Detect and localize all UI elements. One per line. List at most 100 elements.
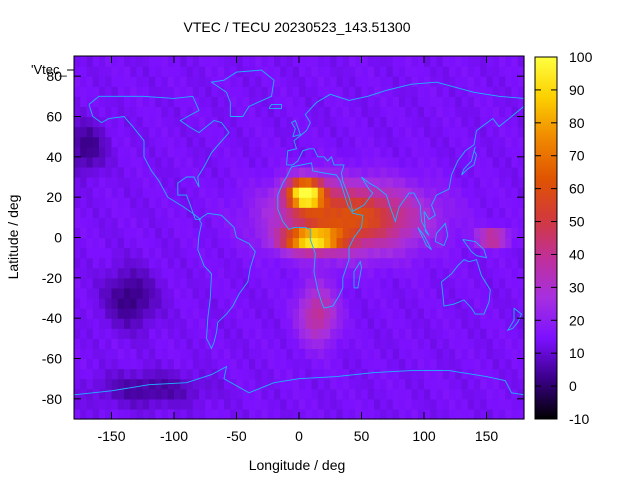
heatmap-cell xyxy=(480,388,488,400)
heatmap-cell xyxy=(192,348,200,360)
heatmap-cell xyxy=(449,76,456,87)
heatmap-cell xyxy=(467,187,475,198)
heatmap-cell xyxy=(499,66,506,77)
heatmap-cell xyxy=(317,348,325,360)
heatmap-cell xyxy=(292,227,300,239)
heatmap-cell xyxy=(505,187,513,198)
heatmap-cell xyxy=(436,96,444,108)
heatmap-cell xyxy=(411,156,419,168)
coastline-overlay xyxy=(73,69,525,396)
heatmap-cell xyxy=(267,177,275,188)
heatmap-cell xyxy=(411,116,419,128)
heatmap-cell xyxy=(211,378,219,390)
heatmap-cell xyxy=(517,197,525,208)
heatmap-cell xyxy=(367,146,375,158)
heatmap-cell xyxy=(511,328,519,339)
heatmap-cell xyxy=(280,368,288,380)
heatmap-cell xyxy=(136,96,144,108)
colorbar-tick-label: -10 xyxy=(569,411,589,427)
heatmap-cell xyxy=(130,318,138,329)
heatmap-cell xyxy=(224,116,231,128)
heatmap-cell xyxy=(330,358,338,370)
heatmap-cell xyxy=(430,247,438,259)
heatmap-cell xyxy=(242,166,250,178)
heatmap-cell xyxy=(449,96,456,108)
heatmap-cell xyxy=(467,298,475,309)
heatmap-cell xyxy=(405,257,413,269)
heatmap-cell xyxy=(311,136,319,148)
heatmap-cell xyxy=(374,126,381,138)
coastline-great-britain xyxy=(290,119,301,138)
heatmap-cell xyxy=(174,398,181,410)
heatmap-cell xyxy=(324,348,331,360)
heatmap-cell xyxy=(355,358,363,370)
heatmap-cell xyxy=(167,388,175,400)
heatmap-cell xyxy=(455,267,463,279)
heatmap-cell xyxy=(442,166,450,178)
heatmap-cell xyxy=(217,257,225,269)
heatmap-cell xyxy=(311,86,319,97)
heatmap-cell xyxy=(430,96,438,108)
heatmap-cell xyxy=(274,207,281,218)
heatmap-cell xyxy=(155,177,163,188)
heatmap-cell xyxy=(180,56,188,67)
heatmap-cell xyxy=(486,86,494,97)
heatmap-cell xyxy=(399,146,406,158)
heatmap-cell xyxy=(442,287,450,299)
heatmap-cell xyxy=(149,318,156,329)
heatmap-cell xyxy=(380,348,388,360)
y-axis-label: Latitude / deg xyxy=(5,195,21,280)
heatmap-cell xyxy=(111,378,119,390)
heatmap-cell xyxy=(142,308,150,319)
heatmap-cell xyxy=(230,197,238,208)
heatmap-cell xyxy=(342,287,350,299)
heatmap-cell xyxy=(136,126,144,138)
heatmap-cell xyxy=(411,298,419,309)
heatmap-cell xyxy=(430,126,438,138)
heatmap-cell xyxy=(242,287,250,299)
heatmap-cell xyxy=(349,76,356,87)
heatmap-cell xyxy=(236,136,244,148)
x-tick-label: 50 xyxy=(354,428,370,444)
heatmap-cell xyxy=(380,146,388,158)
heatmap-cell xyxy=(80,328,88,339)
heatmap-cell xyxy=(349,187,356,198)
heatmap-cell xyxy=(80,136,88,148)
heatmap-cell xyxy=(111,146,119,158)
heatmap-cell xyxy=(311,106,319,118)
heatmap-cell xyxy=(505,116,513,128)
heatmap-cell xyxy=(217,267,225,279)
heatmap-cell xyxy=(430,177,438,188)
heatmap-cell xyxy=(167,197,175,208)
heatmap-cell xyxy=(242,408,250,420)
heatmap-cell xyxy=(342,217,350,229)
heatmap-cell xyxy=(399,267,406,279)
heatmap-cell xyxy=(186,257,194,269)
heatmap-cell xyxy=(386,207,394,218)
heatmap-cell xyxy=(149,408,156,420)
heatmap-cell xyxy=(292,318,300,329)
heatmap-cell xyxy=(424,156,431,168)
heatmap-cell xyxy=(161,368,169,380)
heatmap-cell xyxy=(242,338,250,350)
heatmap-cell xyxy=(442,298,450,309)
heatmap-cell xyxy=(155,116,163,128)
heatmap-cell xyxy=(467,227,475,239)
heatmap-cell xyxy=(349,277,356,289)
heatmap-cell xyxy=(405,368,413,380)
heatmap-cell xyxy=(242,368,250,380)
heatmap-cell xyxy=(199,146,206,158)
heatmap-cell xyxy=(205,318,213,329)
heatmap-cell xyxy=(342,86,350,97)
heatmap-cell xyxy=(217,146,225,158)
heatmap-cell xyxy=(330,308,338,319)
heatmap-cell xyxy=(361,187,369,198)
heatmap-cell xyxy=(280,348,288,360)
heatmap-cell xyxy=(405,66,413,77)
heatmap-cell xyxy=(424,207,431,218)
heatmap-cell xyxy=(411,267,419,279)
heatmap-cell xyxy=(355,267,363,279)
heatmap-cell xyxy=(367,378,375,390)
heatmap-cell xyxy=(317,398,325,410)
